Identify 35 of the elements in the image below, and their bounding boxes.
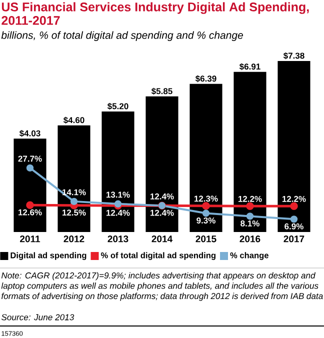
data-label: 6.9% — [284, 223, 304, 230]
data-label: $7.38 — [283, 52, 304, 60]
chart-title: US Financial Services Industry Digital Ad Spending, 2011-2017 — [2, 2, 309, 25]
x-tick-label: 2016 — [240, 236, 260, 242]
x-tick-label: 2015 — [196, 236, 216, 242]
x-tick-label: 2014 — [152, 236, 173, 242]
data-label: 27.7% — [18, 156, 42, 162]
data-label: $6.39 — [195, 75, 216, 82]
data-label: $6.91 — [239, 63, 260, 70]
data-label: 12.2% — [282, 196, 306, 202]
data-label: 12.4% — [150, 193, 174, 200]
data-label: 12.3% — [194, 196, 218, 202]
x-tick-label: 2012 — [64, 236, 84, 242]
text: Note: CAGR (2012-2017)=9.9%; includes advertising that appears on desktop and laptop computers as well as mobile phones and tablets, and includes all the various formats of advertising on those platforms; data through 2012 is derived from IAB data — [1, 272, 323, 301]
source-note: Source: June 2013 — [1, 314, 74, 320]
x-tick-label: 2011 — [20, 236, 40, 242]
data-label: $5.20 — [107, 102, 128, 110]
data-label: 12.2% — [238, 196, 262, 202]
legend-label: % change — [230, 252, 268, 260]
data-label: 13.1% — [106, 192, 130, 198]
data-label: 8.1% — [240, 220, 260, 226]
data-label: 12.6% — [18, 209, 42, 216]
data-label: 12.4% — [150, 210, 174, 216]
x-tick-label: 2013 — [108, 236, 128, 242]
x-tick-label: 2017 — [284, 236, 304, 242]
data-label: $5.85 — [151, 88, 172, 95]
data-label: 14.1% — [62, 189, 86, 196]
legend-label: Digital ad spending — [10, 252, 86, 260]
data-label: $4.60 — [63, 116, 84, 124]
data-label: 12.4% — [106, 210, 130, 216]
data-label: 12.5% — [62, 210, 86, 216]
data-label: 9.3% — [196, 217, 216, 224]
chart-subtitle: billions, % of total digital ad spending and % change — [1, 31, 243, 41]
legend-label: % of total digital ad spending — [100, 252, 216, 260]
data-label: $4.03 — [19, 130, 40, 137]
